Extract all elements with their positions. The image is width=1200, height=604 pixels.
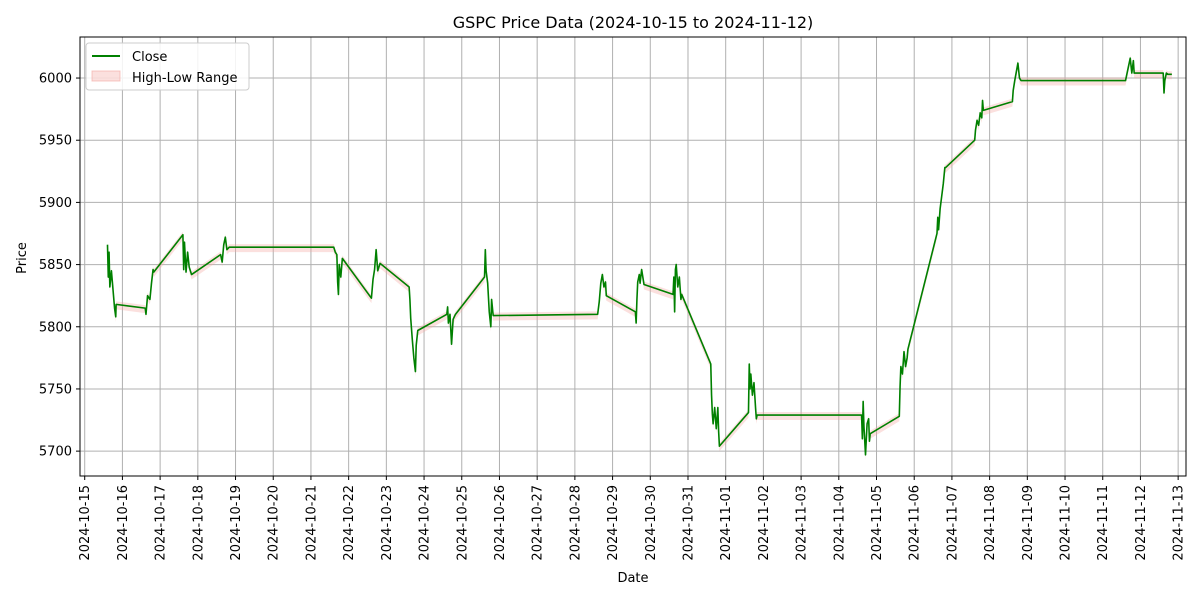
x-tick-label: 2024-11-05: [870, 485, 885, 561]
x-gridlines: [84, 37, 1179, 476]
close-series: [106, 57, 1172, 456]
legend-close-label: Close: [132, 50, 167, 65]
x-tick-label: 2024-10-22: [342, 485, 357, 561]
x-tick-label: 2024-10-21: [304, 485, 319, 561]
x-tick-label: 2024-10-23: [380, 485, 395, 561]
y-tick-label: 5950: [39, 134, 72, 149]
x-tick-label: 2024-11-10: [1059, 485, 1074, 561]
x-tick-label: 2024-11-13: [1172, 485, 1187, 561]
x-tick-label: 2024-10-30: [644, 485, 659, 561]
y-tick-label: 6000: [39, 72, 72, 87]
x-tick-label: 2024-10-20: [267, 485, 282, 561]
y-tick-label: 5800: [39, 320, 72, 335]
x-tick-label: 2024-10-25: [455, 485, 470, 561]
x-axis-label: Date: [617, 571, 648, 586]
x-tick-label: 2024-10-26: [493, 485, 508, 561]
x-tick-label: 2024-10-17: [154, 485, 169, 561]
y-axis-ticks: 5700 5750 5800 5850 5900 5950 6000: [39, 72, 80, 460]
x-tick-label: 2024-11-12: [1134, 485, 1149, 561]
y-tick-label: 5700: [39, 445, 72, 460]
x-tick-label: 2024-11-03: [795, 485, 810, 561]
plot-frame: [79, 36, 1187, 477]
legend-range-swatch: [91, 70, 121, 82]
x-tick-label: 2024-11-07: [945, 485, 960, 561]
x-tick-label: 2024-10-28: [568, 485, 583, 561]
x-tick-label: 2024-10-15: [78, 485, 93, 561]
x-tick-label: 2024-11-08: [983, 485, 998, 561]
x-axis-ticks: 2024-10-15 2024-10-16 2024-10-17 2024-10-18…: [78, 476, 1187, 561]
legend-frame: [85, 42, 250, 91]
x-tick-label: 2024-10-31: [681, 485, 696, 561]
chart-title: GSPC Price Data (2024-10-15 to 2024-11-1…: [453, 13, 814, 32]
x-tick-label: 2024-10-29: [606, 485, 621, 561]
y-tick-label: 5900: [39, 196, 72, 211]
x-tick-label: 2024-10-18: [191, 485, 206, 561]
y-gridlines: [80, 77, 1186, 452]
y-tick-label: 5850: [39, 258, 72, 273]
legend-range-label: High-Low Range: [132, 71, 238, 86]
legend: Close High-Low Range: [85, 42, 250, 91]
x-tick-label: 2024-11-09: [1021, 485, 1036, 561]
y-axis-label: Price: [15, 242, 30, 274]
x-tick-label: 2024-11-02: [757, 485, 772, 561]
x-tick-label: 2024-11-01: [719, 485, 734, 561]
x-tick-label: 2024-11-06: [908, 485, 923, 561]
x-tick-label: 2024-10-24: [418, 485, 433, 561]
y-tick-label: 5750: [39, 382, 72, 397]
x-tick-label: 2024-10-27: [531, 485, 546, 561]
x-tick-label: 2024-11-04: [832, 485, 847, 561]
close-line: [106, 57, 1172, 456]
x-tick-label: 2024-10-16: [116, 485, 131, 561]
x-tick-label: 2024-10-19: [229, 485, 244, 561]
x-tick-label: 2024-11-11: [1096, 485, 1111, 561]
